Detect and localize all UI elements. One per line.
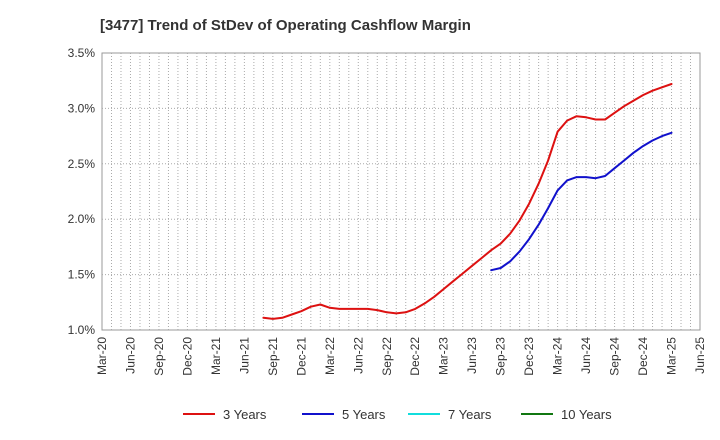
x-tick-label: Mar-24 [551,337,565,375]
x-tick-label: Jun-23 [465,337,479,374]
chart-title: [3477] Trend of StDev of Operating Cashf… [100,17,471,34]
legend-label: 3 Years [223,407,267,422]
x-tick-label: Dec-23 [522,337,536,376]
y-tick-label: 2.0% [68,212,96,226]
x-tick-label: Jun-25 [693,337,707,374]
x-tick-label: Jun-21 [237,337,251,374]
x-tick-label: Dec-22 [408,337,422,376]
x-tick-label: Sep-24 [608,337,622,376]
x-tick-label: Sep-23 [494,337,508,376]
x-tick-label: Sep-22 [380,337,394,376]
y-tick-label: 3.5% [68,46,96,60]
x-tick-label: Jun-20 [123,337,137,374]
x-tick-label: Mar-20 [95,337,109,375]
series-line-5-years [490,131,673,272]
series-lines [262,83,673,320]
y-tick-label: 1.0% [68,323,96,337]
y-tick-label: 1.5% [68,268,96,282]
x-tick-label: Dec-24 [636,337,650,376]
x-tick-label: Sep-20 [152,337,166,376]
grid [101,52,701,331]
y-tick-label: 2.5% [68,157,96,171]
legend-label: 10 Years [561,407,612,422]
legend: 3 Years 5 Years 7 Years 10 Years [183,407,612,422]
x-tick-label: Mar-23 [437,337,451,375]
axes: 1.0% 1.5% 2.0% 2.5% 3.0% 3.5% Mar-20 Jun-20 Sep-… [68,46,707,376]
legend-label: 7 Years [448,407,492,422]
x-tick-label: Mar-25 [665,337,679,375]
plot-area [101,52,701,331]
x-tick-label: Dec-21 [294,337,308,376]
x-tick-label: Sep-21 [266,337,280,376]
y-tick-label: 3.0% [68,101,96,115]
series-line-3-years [262,83,673,320]
legend-label: 5 Years [342,407,386,422]
x-tick-label: Mar-22 [323,337,337,375]
x-tick-label: Dec-20 [180,337,194,376]
x-tick-label: Jun-22 [351,337,365,374]
x-tick-label: Mar-21 [209,337,223,375]
x-tick-label: Jun-24 [579,337,593,374]
